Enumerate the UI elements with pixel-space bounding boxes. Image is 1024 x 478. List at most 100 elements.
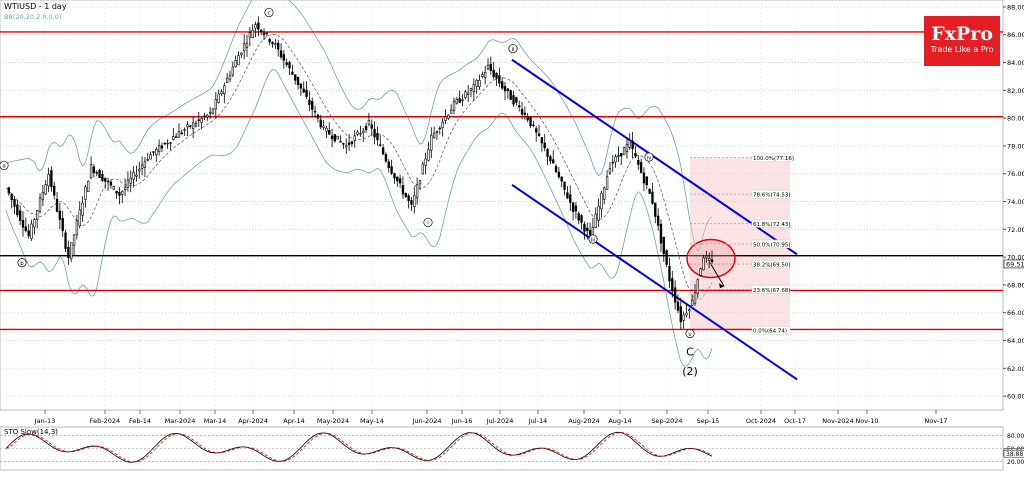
candle-body: [583, 223, 586, 232]
candle-body: [679, 306, 682, 323]
candle-body: [265, 32, 269, 35]
candle-body: [223, 85, 226, 95]
fib-label-box: [751, 239, 791, 249]
candle-body: [152, 151, 155, 153]
candle-body: [21, 219, 25, 228]
candle-body: [654, 202, 657, 217]
chart-title: WTIUSD - 1 day: [4, 2, 67, 11]
candle-body: [631, 140, 634, 150]
candle-body: [305, 90, 308, 97]
candle-body: [518, 105, 521, 108]
candle-body: [478, 80, 481, 87]
candle-body: [659, 223, 663, 244]
candle-body: [665, 250, 668, 265]
candle-body: [696, 279, 700, 294]
x-tick-label: Sep-2024: [651, 417, 682, 425]
candle-body: [197, 119, 200, 121]
candle-body: [509, 90, 512, 100]
candle-body: [257, 22, 260, 30]
candle-body: [7, 187, 11, 194]
candle-body: [554, 166, 558, 173]
x-tick-label: Nov-10: [855, 417, 878, 425]
candle-body: [651, 191, 654, 204]
candle-body: [58, 210, 62, 220]
candle-body: [356, 131, 359, 135]
y-tick-label: 64.00: [1007, 337, 1024, 345]
candle-body: [87, 180, 90, 192]
candle-body: [203, 115, 206, 118]
candle-body: [30, 223, 33, 239]
candle-body: [248, 32, 252, 38]
y-tick-label: 76.00: [1007, 170, 1024, 178]
candle-body: [537, 133, 541, 136]
candle-body: [325, 127, 328, 132]
candle-body: [291, 71, 294, 75]
candle-body: [642, 172, 646, 184]
candle-body: [353, 135, 356, 141]
candle-body: [688, 309, 691, 312]
candle-body: [512, 94, 515, 105]
candle-body: [208, 111, 212, 114]
candle-body: [50, 170, 53, 188]
wave-label: iii: [591, 237, 596, 243]
candle-body: [13, 198, 16, 207]
wave-label: iv: [647, 155, 653, 161]
candle-body: [600, 192, 603, 210]
candle-body: [240, 52, 243, 56]
y-tick-label: 84.00: [1007, 59, 1024, 67]
candle-body: [413, 195, 416, 207]
x-tick-label: Feb-2024: [90, 417, 120, 425]
candle-body: [398, 178, 402, 184]
current-price-label: 69.51: [1006, 260, 1024, 268]
candle-body: [588, 230, 592, 236]
fib-level-label: 38.2%(69.50): [753, 263, 791, 269]
plot-frame: [0, 0, 1004, 411]
logo-brand: FxPro: [931, 23, 993, 45]
candle-body: [311, 100, 314, 110]
candle-body: [214, 99, 217, 110]
candle-body: [98, 170, 101, 178]
candle-body: [362, 130, 365, 134]
y-tick-label: 88.00: [1007, 3, 1024, 11]
candle-body: [47, 174, 50, 187]
candle-body: [200, 118, 203, 123]
candle-body: [520, 108, 524, 115]
candle-body: [333, 134, 337, 142]
candle-body: [319, 119, 322, 128]
candle-body: [662, 236, 665, 254]
candle-body: [38, 197, 42, 212]
candle-body: [637, 159, 640, 165]
candle-body: [211, 108, 215, 114]
candle-body: [322, 125, 325, 128]
fib-level-label: 50.0%(70.95): [753, 242, 791, 248]
candle-body: [242, 43, 246, 52]
candle-body: [469, 88, 473, 91]
y-tick-label: 80.00: [1007, 115, 1024, 123]
candle-body: [617, 155, 620, 157]
candle-body: [225, 77, 229, 83]
candle-body: [78, 209, 81, 227]
fib-label-box: [751, 153, 791, 162]
candle-body: [535, 128, 538, 133]
candle-body: [138, 168, 141, 172]
fib-level-label: 78.6%(74.53): [753, 193, 791, 199]
candle-body: [571, 202, 575, 212]
candle-body: [299, 83, 303, 89]
candle-body: [143, 161, 147, 168]
wave-label-circle: [17, 258, 27, 268]
candle-body: [671, 278, 674, 292]
y-tick-label: 66.00: [1007, 309, 1024, 317]
candle-body: [183, 129, 186, 131]
candle-body: [526, 116, 529, 121]
candle-body: [92, 166, 96, 173]
candle-body: [682, 314, 685, 321]
candle-body: [427, 149, 430, 161]
candle-body: [282, 54, 286, 61]
candle-body: [172, 136, 175, 140]
candle-body: [268, 38, 271, 43]
candle-body: [594, 213, 597, 228]
candle-body: [254, 24, 257, 29]
candle-body: [381, 147, 385, 155]
stochastic-tick-label: 20.00: [1007, 459, 1024, 466]
